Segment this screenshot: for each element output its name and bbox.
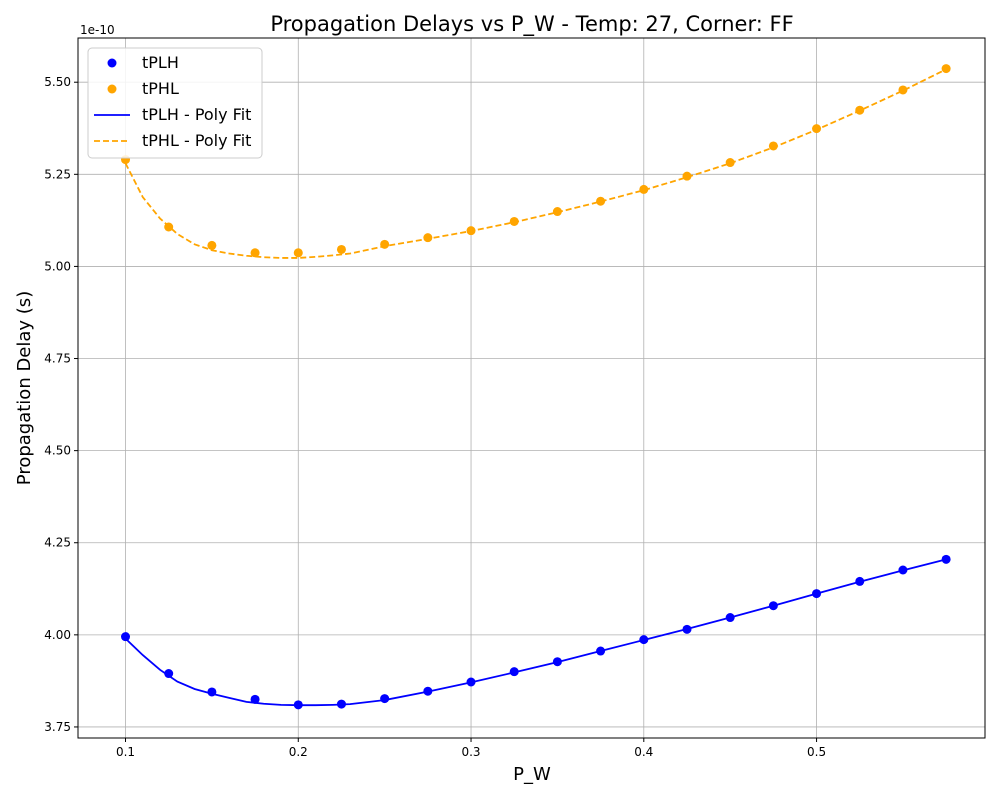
legend-swatch-tplh bbox=[107, 58, 117, 68]
data-point-tplh bbox=[725, 613, 735, 623]
series-line-tplh-poly-fit bbox=[124, 558, 947, 707]
data-point-tphl bbox=[423, 233, 433, 243]
data-point-tplh bbox=[121, 632, 131, 642]
y-tick-label: 5.00 bbox=[44, 259, 71, 273]
data-point-tphl bbox=[855, 105, 865, 115]
plot-area-frame bbox=[77, 37, 986, 739]
data-point-tplh bbox=[552, 657, 562, 667]
x-tick-label: 0.5 bbox=[807, 745, 826, 759]
data-point-tphl bbox=[596, 196, 606, 206]
data-point-tplh bbox=[509, 667, 519, 677]
x-tick-label: 0.3 bbox=[461, 745, 480, 759]
data-point-tplh bbox=[898, 565, 908, 575]
data-point-tphl bbox=[812, 124, 822, 134]
data-point-tphl bbox=[250, 248, 260, 258]
data-point-tplh bbox=[639, 635, 649, 645]
y-tick-label: 4.50 bbox=[44, 444, 71, 458]
legend-label-tplh-fit: tPLH - Poly Fit bbox=[142, 105, 251, 124]
legend-box bbox=[87, 47, 263, 159]
y-tick-label: 5.25 bbox=[44, 167, 71, 181]
data-point-tplh bbox=[336, 699, 346, 709]
data-point-tplh bbox=[466, 677, 476, 687]
y-tick-label: 4.25 bbox=[44, 536, 71, 550]
data-point-tplh bbox=[293, 700, 303, 710]
data-points bbox=[121, 64, 951, 710]
legend-label-tphl: tPHL bbox=[142, 79, 179, 98]
series-line-tphl-poly-fit bbox=[124, 68, 947, 259]
data-point-tphl bbox=[725, 158, 735, 168]
data-point-tphl bbox=[293, 248, 303, 258]
data-point-tplh bbox=[207, 687, 217, 697]
fit-lines bbox=[124, 68, 947, 707]
axis-ticks: 0.1 0.2 0.3 0.4 0.5 3.75 4.00 4.25 4.50 4.75 5.00 5… bbox=[44, 75, 826, 759]
data-point-tphl bbox=[941, 64, 951, 74]
chart-legend: tPLH tPHL tPLH - Poly Fit tPHL - Poly Fi… bbox=[87, 47, 263, 159]
data-point-tphl bbox=[380, 239, 390, 249]
data-point-tplh bbox=[596, 646, 606, 656]
x-tick-label: 0.2 bbox=[289, 745, 308, 759]
legend-label-tplh: tPLH bbox=[142, 53, 179, 72]
data-point-tphl bbox=[509, 216, 519, 226]
y-axis-offset-label: 1e-10 bbox=[80, 23, 115, 37]
data-point-tplh bbox=[941, 554, 951, 564]
data-point-tphl bbox=[336, 244, 346, 254]
data-point-tplh bbox=[250, 694, 260, 704]
data-point-tphl bbox=[768, 141, 778, 151]
data-point-tphl bbox=[207, 240, 217, 250]
y-axis-label: Propagation Delay (s) bbox=[14, 291, 35, 485]
y-tick-label: 3.75 bbox=[44, 720, 71, 734]
data-point-tphl bbox=[682, 171, 692, 181]
y-tick-label: 4.75 bbox=[44, 352, 71, 366]
data-point-tphl bbox=[466, 226, 476, 236]
legend-label-tphl-fit: tPHL - Poly Fit bbox=[142, 131, 251, 150]
data-point-tplh bbox=[812, 589, 822, 599]
x-axis-label: P_W bbox=[513, 764, 551, 785]
chart-title: Propagation Delays vs P_W - Temp: 27, Co… bbox=[270, 12, 793, 37]
data-point-tplh bbox=[768, 601, 778, 611]
grid-lines bbox=[78, 38, 985, 738]
x-tick-label: 0.4 bbox=[634, 745, 653, 759]
data-point-tplh bbox=[164, 669, 174, 679]
data-point-tphl bbox=[552, 207, 562, 217]
data-point-tplh bbox=[682, 624, 692, 634]
data-point-tplh bbox=[380, 694, 390, 704]
data-point-tphl bbox=[898, 85, 908, 95]
x-tick-label: 0.1 bbox=[116, 745, 135, 759]
data-point-tphl bbox=[639, 184, 649, 194]
data-point-tphl bbox=[164, 222, 174, 232]
data-point-tplh bbox=[855, 576, 865, 586]
y-tick-label: 5.50 bbox=[44, 75, 71, 89]
data-point-tplh bbox=[423, 686, 433, 696]
legend-swatch-tphl bbox=[107, 84, 117, 94]
y-tick-label: 4.00 bbox=[44, 628, 71, 642]
